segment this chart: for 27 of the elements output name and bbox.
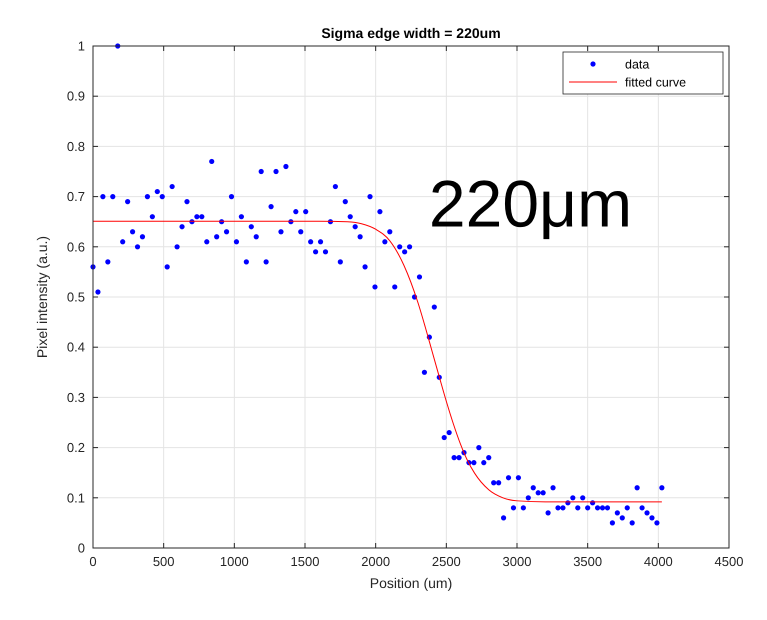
x-tick-label: 0 xyxy=(89,554,97,569)
y-tick-label: 0.8 xyxy=(66,138,85,154)
x-tick-label: 4000 xyxy=(644,554,673,569)
y-tick-label: 0.1 xyxy=(66,490,85,506)
x-axis-title: Position (um) xyxy=(370,575,452,591)
x-tick-label: 3500 xyxy=(573,554,602,569)
y-tick-label: 0.2 xyxy=(66,440,85,456)
x-tick-label: 1000 xyxy=(220,554,249,569)
y-tick-label: 0 xyxy=(78,540,85,556)
y-tick-label: 0.4 xyxy=(66,340,85,355)
x-tick-label: 4500 xyxy=(714,554,744,569)
x-tick-label: 500 xyxy=(152,554,175,569)
x-tick-label: 2000 xyxy=(361,554,390,569)
y-tick-label: 0.9 xyxy=(66,88,85,104)
x-tick-label: 2500 xyxy=(432,554,461,569)
annotation: 220μm xyxy=(428,166,632,241)
y-tick-label: 1 xyxy=(78,38,85,54)
y-tick-label: 0.3 xyxy=(66,390,85,405)
y-tick-label: 0.7 xyxy=(66,189,85,204)
x-tick-label: 3000 xyxy=(502,554,532,569)
y-axis-title: Pixel intensity (a.u.) xyxy=(34,236,50,358)
y-tick-label: 0.5 xyxy=(66,290,85,304)
legend-label: data xyxy=(625,58,650,72)
y-tick-label: 0.6 xyxy=(66,239,85,254)
x-tick-label: 1500 xyxy=(290,554,320,569)
legend-label: fitted curve xyxy=(625,76,686,90)
chart-title: Sigma edge width = 220um xyxy=(321,25,501,41)
